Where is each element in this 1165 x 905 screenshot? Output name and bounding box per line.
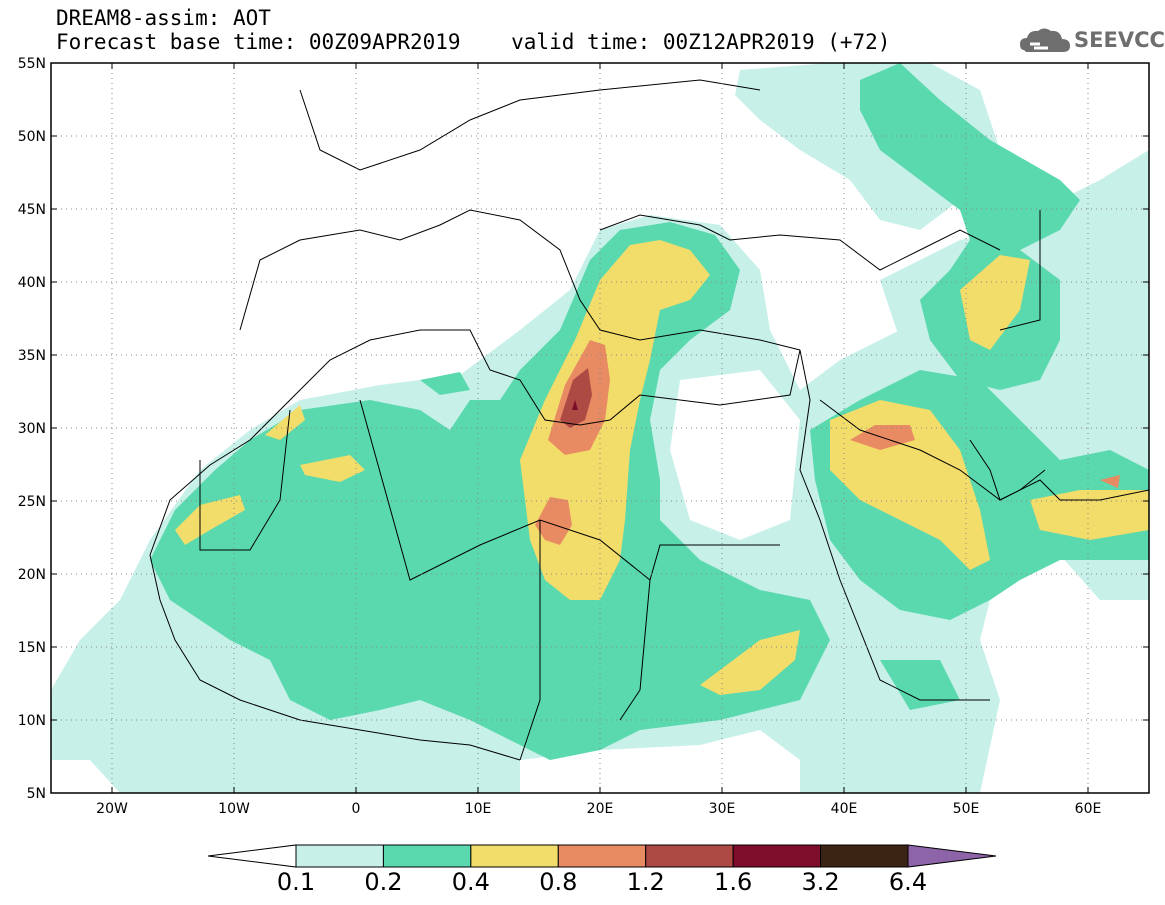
longitude-labels: 20W 10W 0 10E 20E 30E 40E 50E 60E	[96, 801, 1101, 817]
colorbar-swatch	[295, 844, 384, 868]
colorbar-swatch	[470, 844, 559, 868]
forecast-time-line: Forecast base time: 00Z09APR2019 valid t…	[56, 30, 891, 54]
colorbar-label: 0.8	[539, 868, 578, 896]
lat-label: 50N	[18, 129, 46, 145]
lon-label: 0	[352, 801, 361, 817]
latitude-labels: 55N 50N 45N 40N 35N 30N 25N 20N 15N 10N 5N	[18, 56, 46, 802]
lat-label: 10N	[18, 713, 46, 729]
lat-label: 25N	[18, 494, 46, 510]
colorbar-swatch	[382, 844, 472, 868]
colorbar-swatch	[645, 844, 734, 868]
colorbar-min-arrow	[207, 844, 297, 868]
cloud-icon	[1020, 28, 1070, 52]
colorbar-max-arrow	[907, 844, 997, 868]
map-title: DREAM8-assim: AOT	[56, 6, 271, 30]
lon-label: 40E	[831, 801, 858, 817]
lat-label: 40N	[18, 275, 46, 291]
graticule	[51, 63, 1149, 793]
lat-label: 20N	[18, 567, 46, 583]
colorbar-swatch	[820, 844, 909, 868]
aot-shading	[51, 63, 1149, 793]
colorbar-swatch	[732, 844, 822, 868]
lon-label: 60E	[1075, 801, 1102, 817]
colorbar-label: 1.6	[714, 868, 753, 896]
colorbar-label: 0.4	[451, 868, 490, 896]
colorbar-swatch	[557, 844, 647, 868]
colorbar-label: 1.2	[626, 868, 665, 896]
lat-label: 15N	[18, 640, 46, 656]
logo-text: SEEVCCC	[1074, 28, 1165, 52]
lon-label: 10E	[465, 801, 492, 817]
lon-label: 10W	[218, 801, 250, 817]
lat-label: 55N	[18, 56, 46, 72]
colorbar-label: 0.1	[276, 868, 316, 896]
colorbar-label: 0.2	[364, 868, 403, 896]
lon-label: 30E	[709, 801, 736, 817]
axis-ticks	[51, 62, 1149, 794]
colorbar-label: 6.4	[888, 868, 928, 896]
colorbar-label: 3.2	[801, 868, 840, 896]
colorbar	[207, 844, 997, 868]
lat-label: 35N	[18, 348, 46, 364]
lon-label: 20W	[96, 801, 128, 817]
lat-label: 45N	[18, 202, 46, 218]
lat-label: 30N	[18, 421, 46, 437]
lon-label: 50E	[953, 801, 980, 817]
lon-label: 20E	[587, 801, 614, 817]
lat-label: 5N	[27, 786, 46, 802]
